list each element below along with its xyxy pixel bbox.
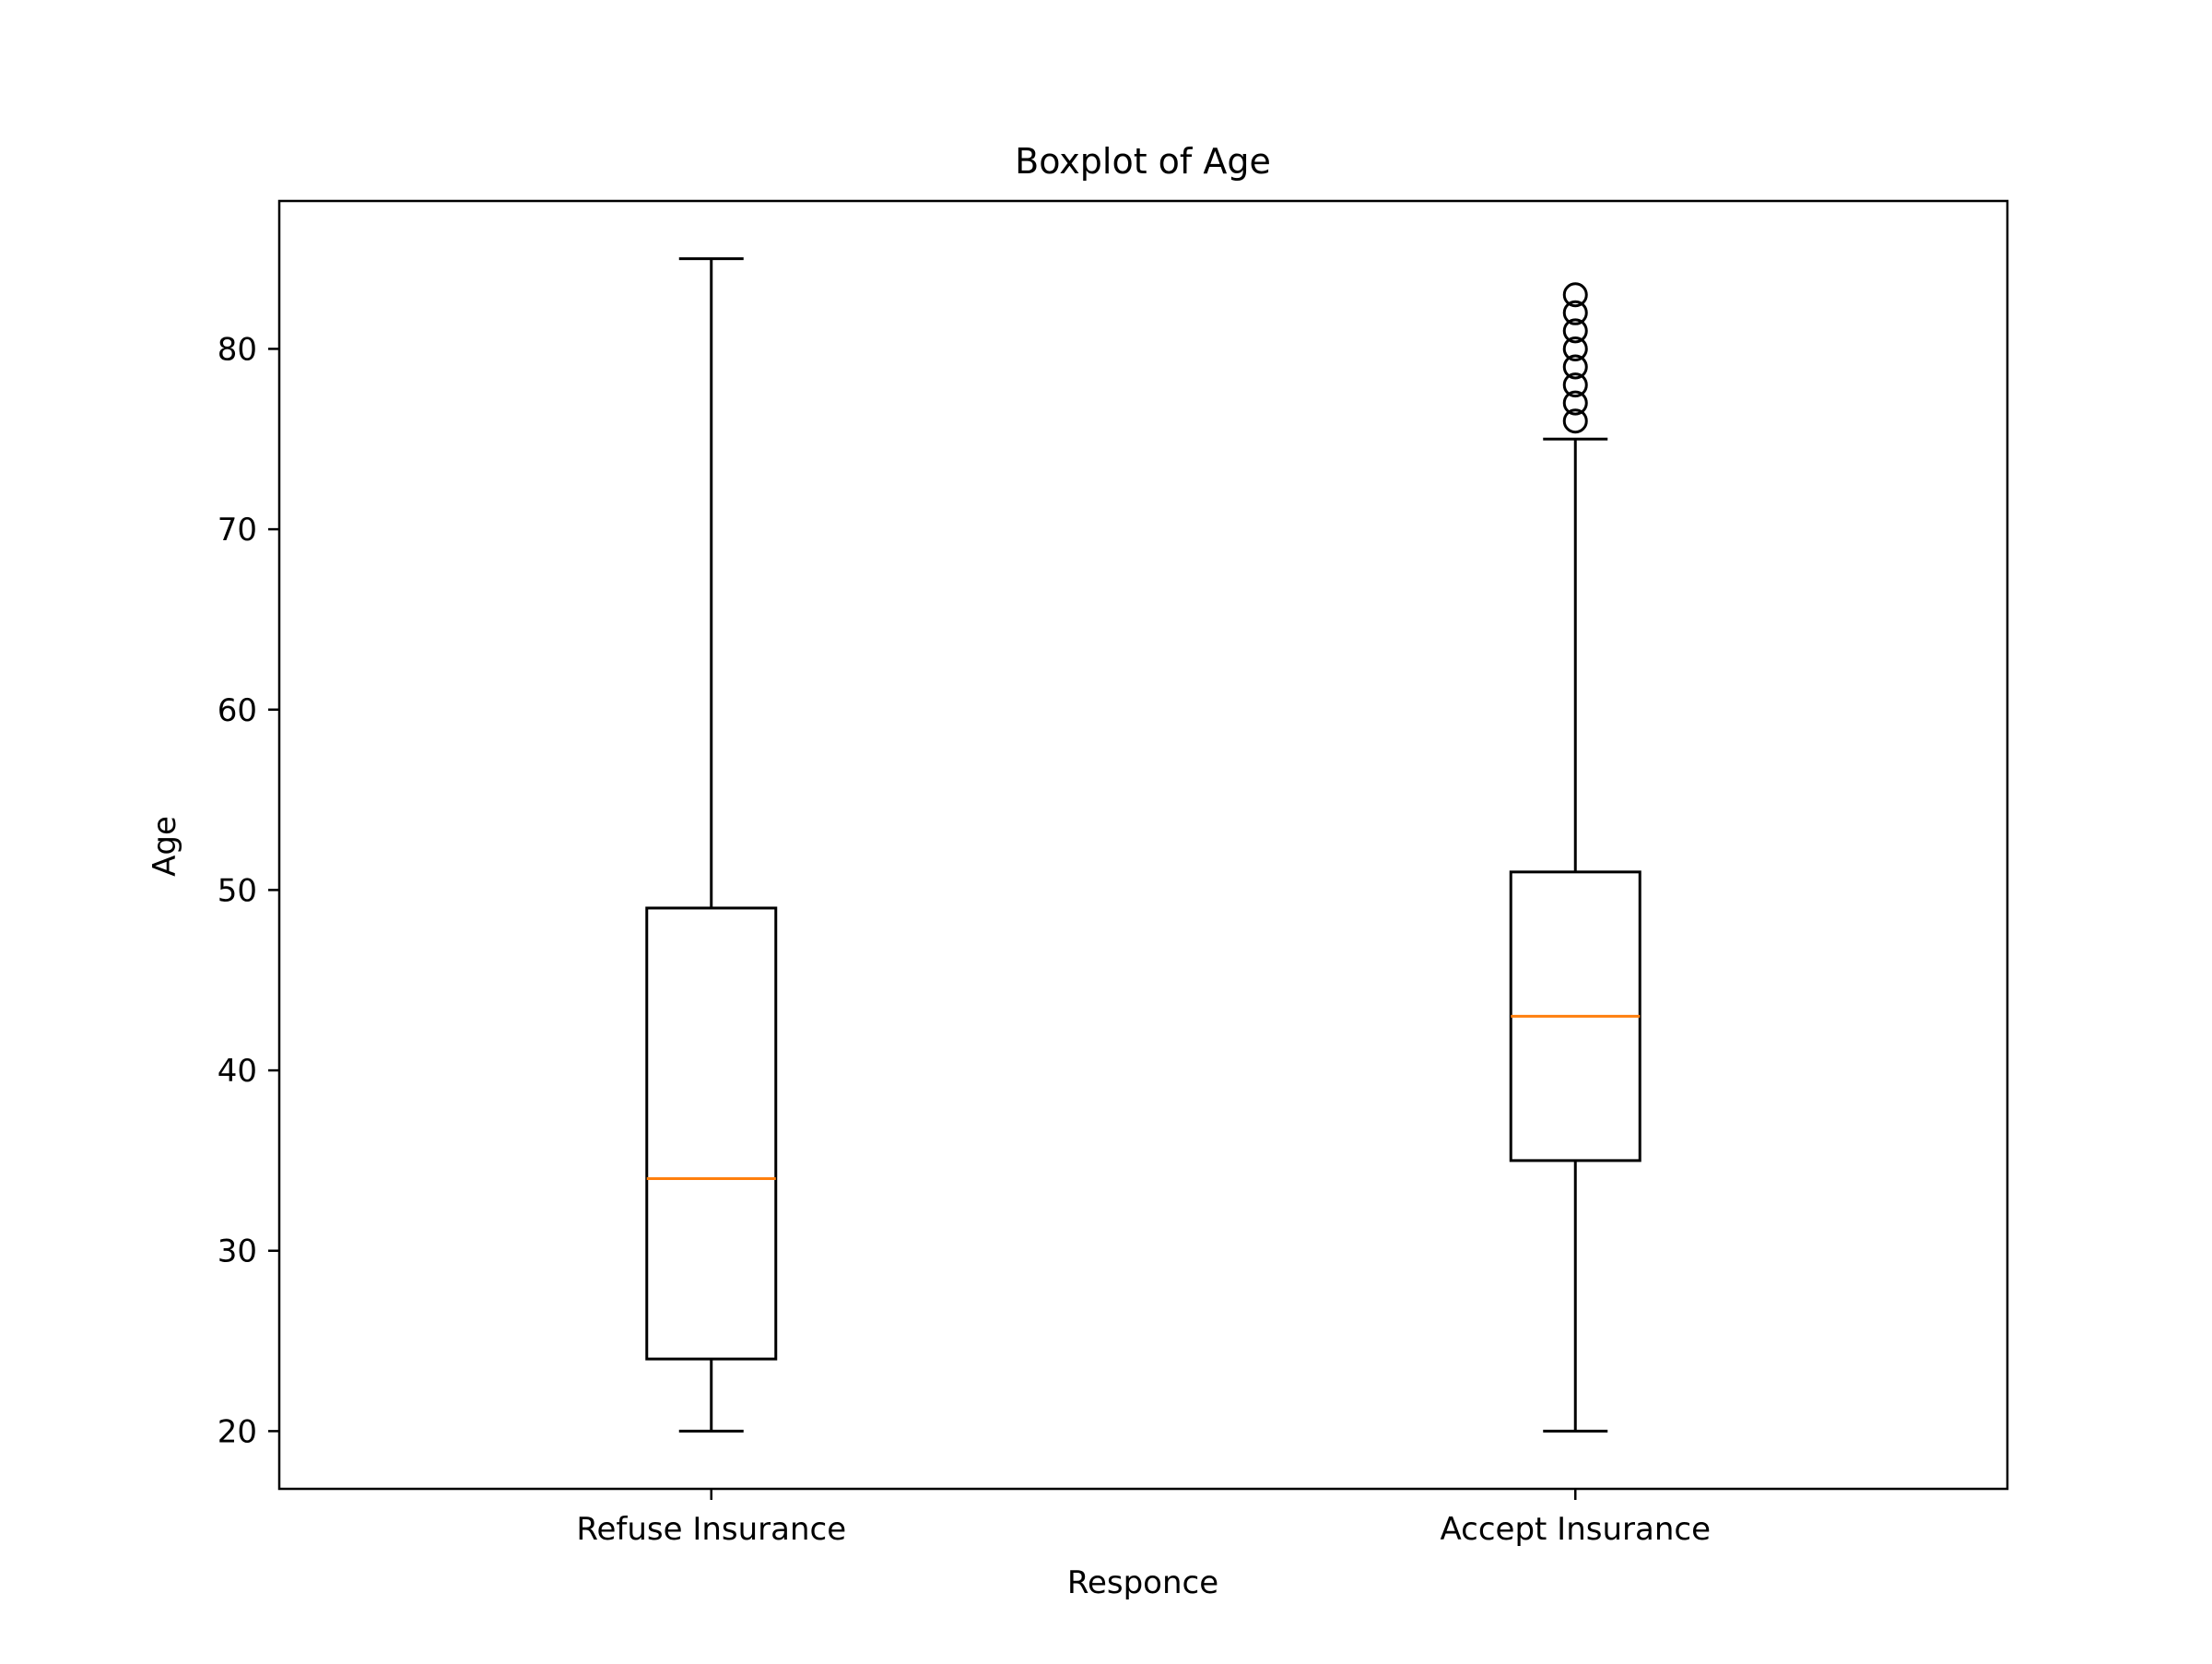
y-tick-label: 80 <box>218 331 257 368</box>
ticks-layer: 20 30 40 50 60 70 80 Refuse Insurance Accept Ins… <box>218 331 1711 1548</box>
y-tick-label: 60 <box>218 692 257 729</box>
plot-frame <box>277 199 2009 1491</box>
box-group <box>1509 282 1641 1433</box>
y-tick-label: 30 <box>218 1233 257 1270</box>
y-tick-label: 20 <box>218 1413 257 1450</box>
x-axis-label: Responce <box>1067 1564 1218 1601</box>
chart-title: Boxplot of Age <box>1015 141 1271 182</box>
outlier-point <box>1562 282 1588 308</box>
outlier-point <box>1562 300 1588 325</box>
iqr-box <box>645 906 778 1361</box>
outlier-point <box>1562 318 1588 344</box>
x-tick-label: Accept Insurance <box>1441 1511 1712 1548</box>
outlier-point <box>1562 390 1588 416</box>
y-axis-label: Age <box>147 816 183 877</box>
boxes-layer <box>645 257 1641 1433</box>
y-tick-label: 50 <box>218 872 257 909</box>
box-group <box>645 257 778 1433</box>
outlier-point <box>1562 372 1588 398</box>
outlier-point <box>1562 336 1588 361</box>
y-tick-label: 40 <box>218 1053 257 1090</box>
y-tick-label: 70 <box>218 512 257 549</box>
outlier-point <box>1562 408 1588 434</box>
outlier-point <box>1562 354 1588 380</box>
x-tick-label: Refuse Insurance <box>576 1511 846 1548</box>
